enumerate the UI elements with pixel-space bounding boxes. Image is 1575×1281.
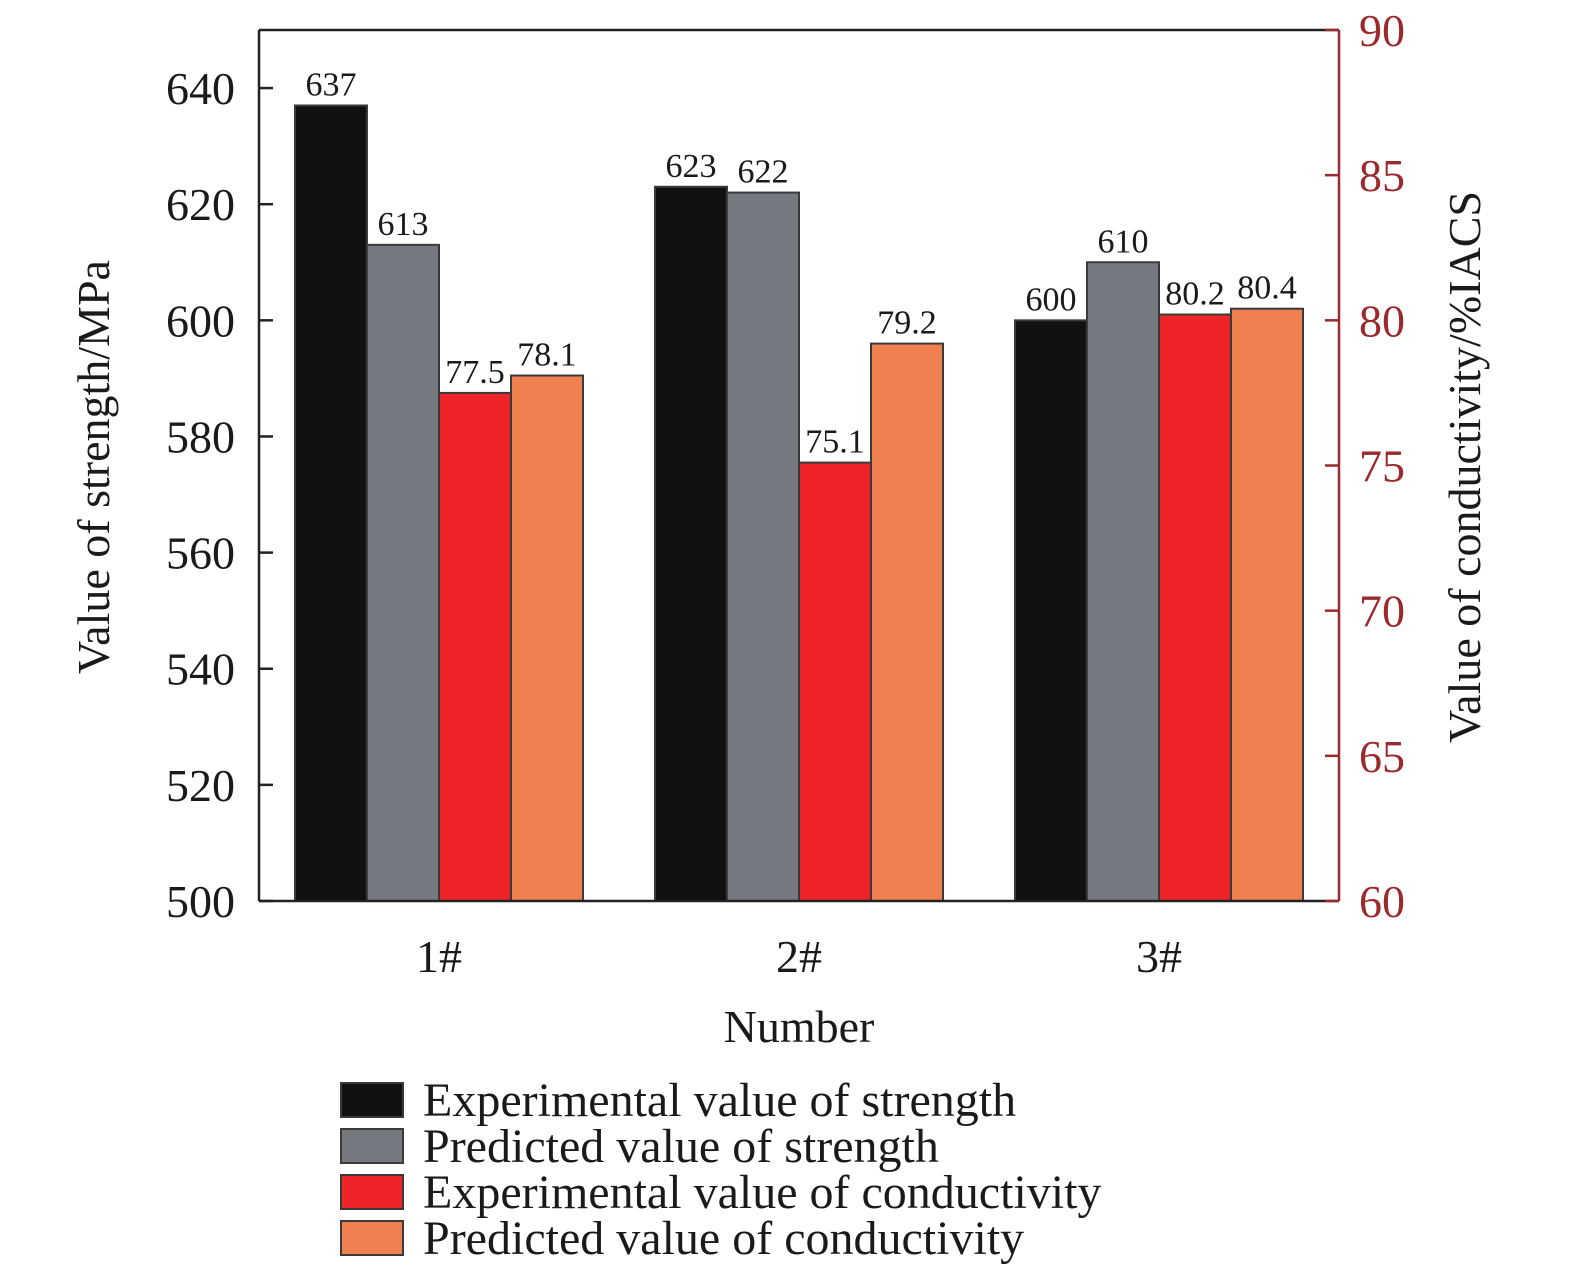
bar-3-1 (438, 391, 512, 902)
y-right-tick-label: 80 (1359, 295, 1405, 346)
bar-value-label: 623 (666, 148, 717, 185)
y-left-tick-label: 560 (166, 528, 235, 579)
legend: Experimental value of strengthPredicted … (340, 1074, 1101, 1265)
bar-2-1 (366, 243, 440, 902)
x-tick-label: 1# (416, 931, 462, 982)
y-right-tick-label: 75 (1359, 441, 1405, 492)
legend-label: Predicted value of strength (423, 1120, 939, 1173)
bar-value-label: 610 (1098, 223, 1149, 260)
y-left-tick-label: 640 (166, 63, 235, 114)
bar-2-3 (1086, 261, 1160, 902)
bar-value-label: 80.4 (1237, 270, 1297, 307)
y-left-tick-label: 620 (166, 179, 235, 230)
legend-swatch (340, 1128, 404, 1164)
y-axis-right-title: Value of conductivity/%IACS (1439, 191, 1490, 743)
y-left-tick-label: 500 (166, 876, 235, 927)
bar-value-label: 622 (738, 154, 789, 191)
legend-swatch (340, 1220, 404, 1256)
bar-4-2 (870, 342, 944, 902)
legend-label: Experimental value of strength (423, 1074, 1016, 1127)
legend-label: Predicted value of conductivity (423, 1212, 1024, 1265)
y-left-tick-label: 580 (166, 411, 235, 462)
y-right-tick-label: 70 (1359, 586, 1405, 637)
bar-value-label: 600 (1026, 281, 1077, 318)
bar-value-label: 77.5 (445, 354, 505, 391)
bar-value-label: 78.1 (517, 336, 577, 373)
x-axis-title: Number (724, 1001, 875, 1052)
bar-2-2 (726, 191, 800, 902)
bar-1-1 (294, 104, 368, 902)
legend-swatch (340, 1174, 404, 1210)
y-left-tick-label: 520 (166, 760, 235, 811)
x-tick-label: 3# (1136, 931, 1182, 982)
bar-value-label: 79.2 (877, 305, 937, 342)
y-right-tick-label: 85 (1359, 150, 1405, 201)
bars-group (294, 104, 1304, 903)
bar-3-3 (1158, 313, 1232, 902)
bar-labels-group: 637 623 600 613 622 610 77.5 75.1 80.2 78.1 79.2 80… (306, 66, 1297, 460)
y-axis-left-title: Value of strength/MPa (68, 260, 119, 674)
y-left-tick-label: 600 (166, 295, 235, 346)
y-right-tick-label: 60 (1359, 876, 1405, 927)
bar-4-3 (1230, 307, 1304, 903)
bar-value-label: 75.1 (805, 424, 865, 461)
bar-value-label: 80.2 (1165, 276, 1225, 313)
y-right-tick-label: 90 (1359, 5, 1405, 56)
bar-4-1 (510, 374, 584, 903)
bar-value-label: 637 (306, 66, 357, 103)
y-left-tick-label: 540 (166, 644, 235, 695)
bar-value-label: 613 (378, 206, 429, 243)
axes-group: 500 520 540 560 580 600 620 640 60 65 70 75 80 85 90 1#… (166, 5, 1405, 982)
bar-3-2 (798, 461, 872, 902)
legend-label: Experimental value of conductivity (423, 1166, 1101, 1219)
x-tick-label: 2# (776, 931, 822, 982)
y-right-tick-label: 65 (1359, 731, 1405, 782)
legend-swatch (340, 1082, 404, 1118)
bar-1-2 (654, 185, 728, 902)
bar-1-3 (1014, 319, 1088, 903)
